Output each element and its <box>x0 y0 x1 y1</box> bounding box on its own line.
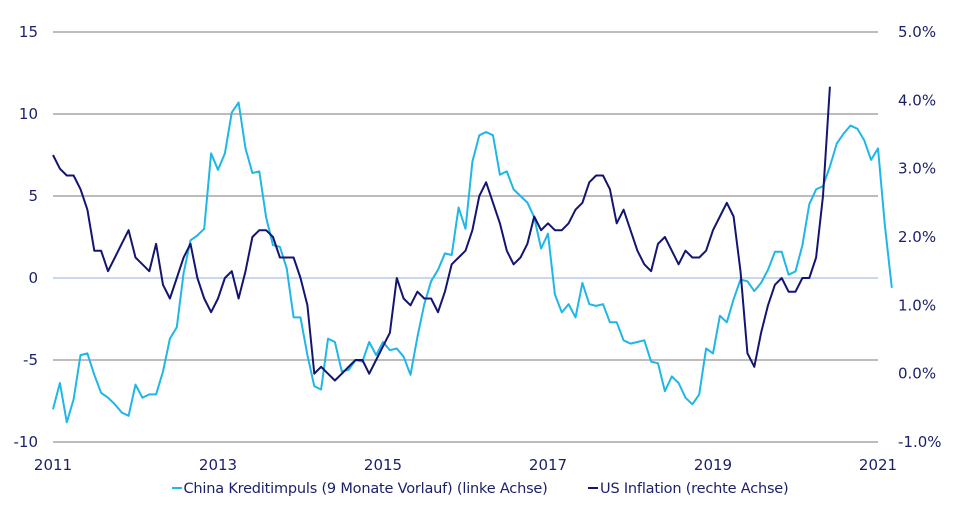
legend-swatch-china <box>171 487 182 489</box>
left-axis-tick-label: -5 <box>23 351 38 369</box>
series-line-china-credit-impulse <box>52 101 893 424</box>
x-axis-ticks: 2011 2013 2015 2017 2019 2021 <box>34 456 897 474</box>
legend-label: US Inflation (rechte Achse) <box>600 481 789 497</box>
series-line-us-inflation <box>52 86 831 382</box>
left-axis-tick-label: 5 <box>28 187 38 205</box>
right-axis-ticks: 5.0% 4.0% 3.0% 2.0% 1.0% 0.0% -1.0% <box>898 23 942 451</box>
legend: China Kreditimpuls (9 Monate Vorlauf) (l… <box>0 481 960 497</box>
legend-label: China Kreditimpuls (9 Monate Vorlauf) (l… <box>183 481 548 497</box>
x-axis-tick-label: 2013 <box>199 456 237 474</box>
dual-axis-line-chart: 15 10 5 0 -5 -10 5.0% 4.0% 3.0% 2.0% 1.0% 0.0% -1.0… <box>14 23 942 474</box>
series-lines <box>52 86 893 424</box>
right-axis-tick-label: 3.0% <box>898 160 936 178</box>
legend-item-china-credit-impulse: China Kreditimpuls (9 Monate Vorlauf) (l… <box>171 481 548 497</box>
x-axis-tick-label: 2015 <box>364 456 402 474</box>
legend-item-us-inflation: US Inflation (rechte Achse) <box>588 481 789 497</box>
right-axis-tick-label: 2.0% <box>898 228 936 246</box>
x-axis-tick-label: 2021 <box>859 456 897 474</box>
left-axis-ticks: 15 10 5 0 -5 -10 <box>14 23 39 451</box>
x-axis-tick-label: 2017 <box>529 456 567 474</box>
legend-swatch-us <box>588 487 599 489</box>
left-axis-tick-label: 0 <box>28 269 38 287</box>
right-axis-tick-label: 0.0% <box>898 365 936 383</box>
right-axis-tick-label: -1.0% <box>898 433 942 451</box>
gridlines <box>53 31 878 443</box>
right-axis-tick-label: 1.0% <box>898 296 936 314</box>
x-axis-tick-label: 2011 <box>34 456 72 474</box>
left-axis-tick-label: 10 <box>19 105 38 123</box>
left-axis-tick-label: 15 <box>19 23 38 41</box>
left-axis-tick-label: -10 <box>14 433 39 451</box>
right-axis-tick-label: 4.0% <box>898 91 936 109</box>
x-axis-tick-label: 2019 <box>694 456 732 474</box>
right-axis-tick-label: 5.0% <box>898 23 936 41</box>
